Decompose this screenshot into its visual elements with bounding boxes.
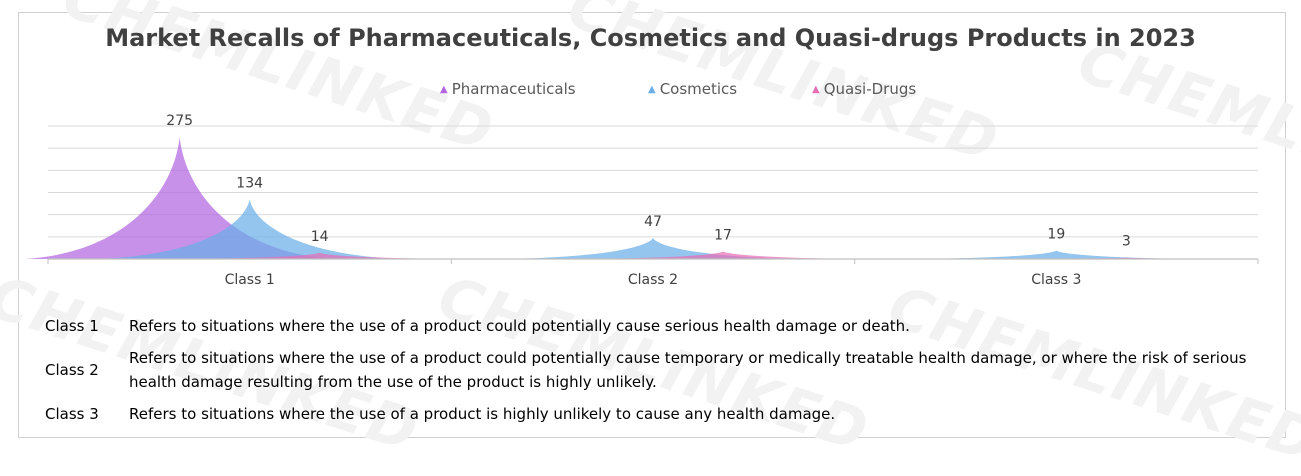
data-label: 275	[166, 113, 193, 129]
legend-label: Cosmetics	[659, 80, 738, 98]
definition-label: Class 3	[45, 405, 99, 423]
definition-text: Refers to situations where the use of a …	[129, 405, 836, 423]
area-spike	[498, 238, 808, 259]
area-spike	[94, 199, 405, 259]
definition-label: Class 2	[45, 361, 99, 379]
legend-label: Quasi-Drugs	[823, 80, 917, 98]
legend-item-cosmetics[interactable]: ▲ Cosmetics	[648, 80, 737, 98]
chart-frame	[18, 12, 1286, 438]
x-tick-label: Class 3	[1031, 272, 1081, 288]
data-label: 19	[1047, 227, 1065, 243]
definition-text: Refers to situations where the use of a …	[129, 349, 1247, 391]
legend-item-pharmaceuticals[interactable]: ▲ Pharmaceuticals	[440, 80, 576, 98]
data-label: 3	[1122, 234, 1131, 250]
legend-item-quasi-drugs[interactable]: ▲ Quasi-Drugs	[812, 80, 916, 98]
chart-plot-area: 275 134 47 19 14 17 3 Class 1 Class 2 Class 3	[24, 113, 1282, 288]
definition-row-class-3: Class 3 Refers to situations where the u…	[45, 402, 1275, 426]
data-label: 17	[714, 227, 732, 243]
data-label: 47	[644, 214, 662, 230]
chart-title: Market Recalls of Pharmaceuticals, Cosme…	[105, 24, 1196, 52]
area-spike	[568, 251, 878, 259]
triangle-icon: ▲	[648, 84, 656, 95]
area-spike	[164, 252, 475, 259]
triangle-icon: ▲	[440, 84, 448, 95]
x-tick-label: Class 2	[628, 272, 678, 288]
area-spike	[971, 257, 1282, 259]
area-spike	[901, 250, 1212, 259]
data-label: 14	[311, 229, 329, 245]
definition-row-class-2: Class 2 Refers to situations where the u…	[45, 346, 1275, 394]
area-spike	[24, 137, 335, 259]
class-definitions: Class 1 Refers to situations where the u…	[45, 314, 1275, 434]
x-tick-label: Class 1	[225, 272, 275, 288]
definition-label: Class 1	[45, 317, 99, 335]
data-label: 134	[236, 176, 263, 192]
definition-text: Refers to situations where the use of a …	[129, 317, 910, 335]
legend-label: Pharmaceuticals	[451, 80, 576, 98]
definition-row-class-1: Class 1 Refers to situations where the u…	[45, 314, 1275, 338]
triangle-icon: ▲	[812, 84, 820, 95]
legend: ▲ Pharmaceuticals ▲ Cosmetics ▲ Quasi-Drugs	[0, 80, 1301, 100]
